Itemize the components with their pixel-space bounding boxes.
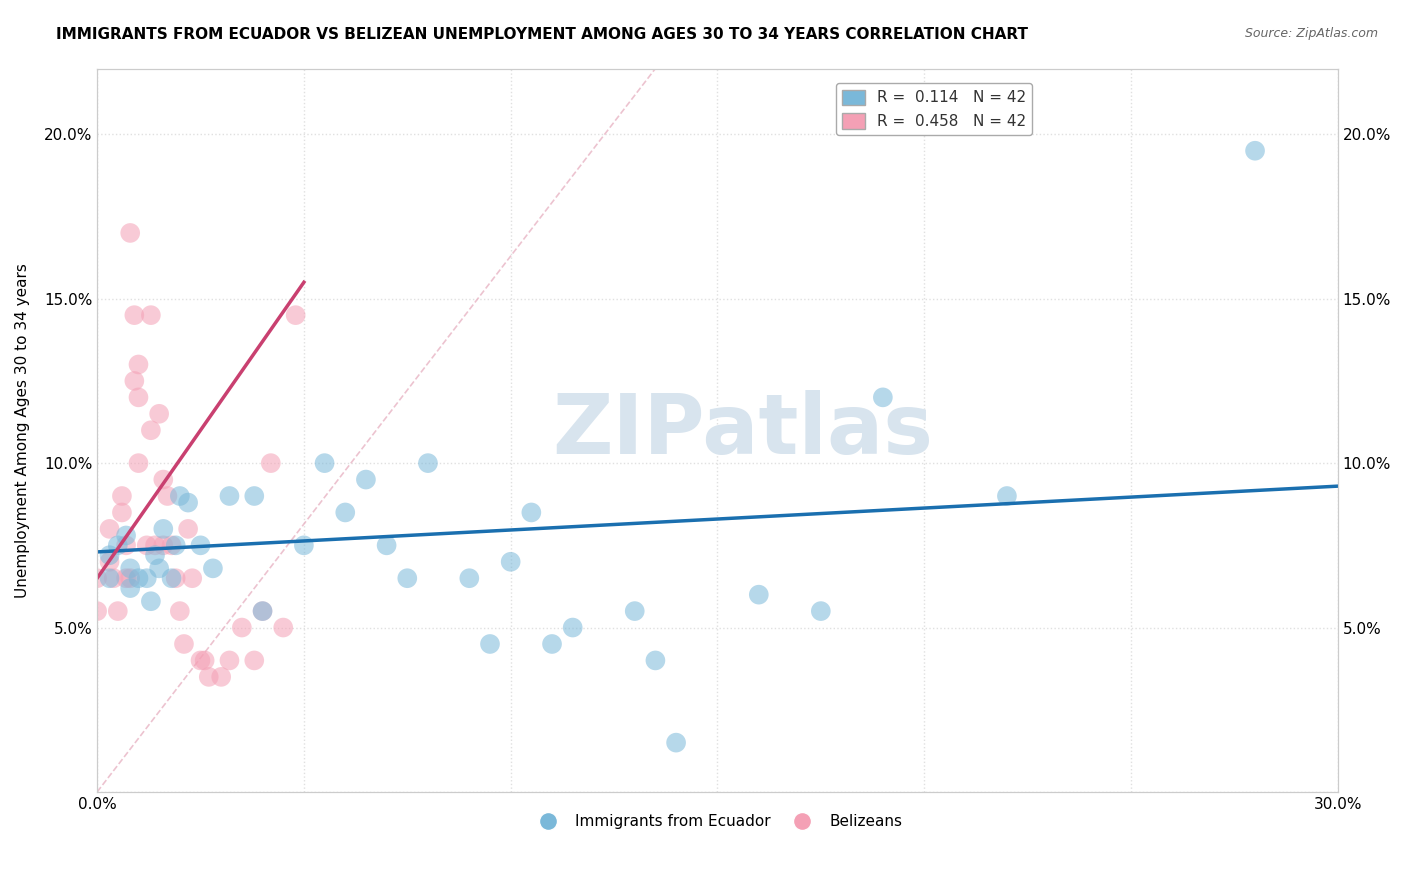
Point xyxy=(115,528,138,542)
Point xyxy=(135,571,157,585)
Point xyxy=(165,538,187,552)
Point xyxy=(665,736,688,750)
Point xyxy=(197,670,219,684)
Point xyxy=(209,670,232,684)
Point xyxy=(152,538,174,552)
Point xyxy=(127,456,149,470)
Point xyxy=(201,561,224,575)
Point xyxy=(995,489,1018,503)
Point xyxy=(416,456,439,470)
Point xyxy=(98,548,121,562)
Point xyxy=(124,308,146,322)
Point xyxy=(111,505,134,519)
Point xyxy=(190,653,212,667)
Point xyxy=(86,571,108,585)
Point xyxy=(458,571,481,585)
Point xyxy=(541,637,564,651)
Point xyxy=(396,571,419,585)
Point xyxy=(139,308,162,322)
Point xyxy=(152,522,174,536)
Point xyxy=(252,604,274,618)
Point xyxy=(143,538,166,552)
Point xyxy=(623,604,645,618)
Point xyxy=(872,390,894,404)
Point xyxy=(107,538,129,552)
Point xyxy=(160,538,183,552)
Point xyxy=(169,604,191,618)
Point xyxy=(644,653,666,667)
Point xyxy=(231,621,253,635)
Point xyxy=(292,538,315,552)
Point xyxy=(520,505,543,519)
Point xyxy=(115,538,138,552)
Point xyxy=(98,522,121,536)
Point xyxy=(1244,144,1267,158)
Point xyxy=(127,390,149,404)
Text: Source: ZipAtlas.com: Source: ZipAtlas.com xyxy=(1244,27,1378,40)
Point xyxy=(177,495,200,509)
Point xyxy=(127,571,149,585)
Text: ZIPatlas: ZIPatlas xyxy=(551,390,932,471)
Point xyxy=(173,637,195,651)
Point xyxy=(98,555,121,569)
Text: IMMIGRANTS FROM ECUADOR VS BELIZEAN UNEMPLOYMENT AMONG AGES 30 TO 34 YEARS CORRE: IMMIGRANTS FROM ECUADOR VS BELIZEAN UNEM… xyxy=(56,27,1028,42)
Point xyxy=(284,308,307,322)
Point xyxy=(165,571,187,585)
Y-axis label: Unemployment Among Ages 30 to 34 years: Unemployment Among Ages 30 to 34 years xyxy=(15,263,30,598)
Point xyxy=(169,489,191,503)
Point xyxy=(124,374,146,388)
Point xyxy=(160,571,183,585)
Legend: Immigrants from Ecuador, Belizeans: Immigrants from Ecuador, Belizeans xyxy=(527,808,908,835)
Point xyxy=(194,653,217,667)
Point xyxy=(748,588,770,602)
Point xyxy=(139,594,162,608)
Point xyxy=(139,423,162,437)
Point xyxy=(243,653,266,667)
Point xyxy=(148,561,170,575)
Point xyxy=(127,358,149,372)
Point xyxy=(252,604,274,618)
Point xyxy=(135,538,157,552)
Point xyxy=(354,473,377,487)
Point xyxy=(181,571,204,585)
Point xyxy=(120,226,142,240)
Point xyxy=(120,571,142,585)
Point xyxy=(190,538,212,552)
Point xyxy=(177,522,200,536)
Point xyxy=(561,621,583,635)
Point xyxy=(120,561,142,575)
Point xyxy=(271,621,294,635)
Point xyxy=(111,489,134,503)
Point xyxy=(98,571,121,585)
Point xyxy=(218,489,240,503)
Point xyxy=(143,548,166,562)
Point xyxy=(218,653,240,667)
Point xyxy=(335,505,357,519)
Point xyxy=(314,456,336,470)
Point xyxy=(243,489,266,503)
Point xyxy=(479,637,502,651)
Point xyxy=(107,604,129,618)
Point xyxy=(152,473,174,487)
Point xyxy=(156,489,179,503)
Point xyxy=(103,571,125,585)
Point xyxy=(148,407,170,421)
Point xyxy=(120,581,142,595)
Point xyxy=(499,555,522,569)
Point xyxy=(86,604,108,618)
Point xyxy=(260,456,283,470)
Point xyxy=(115,571,138,585)
Point xyxy=(810,604,832,618)
Point xyxy=(375,538,398,552)
